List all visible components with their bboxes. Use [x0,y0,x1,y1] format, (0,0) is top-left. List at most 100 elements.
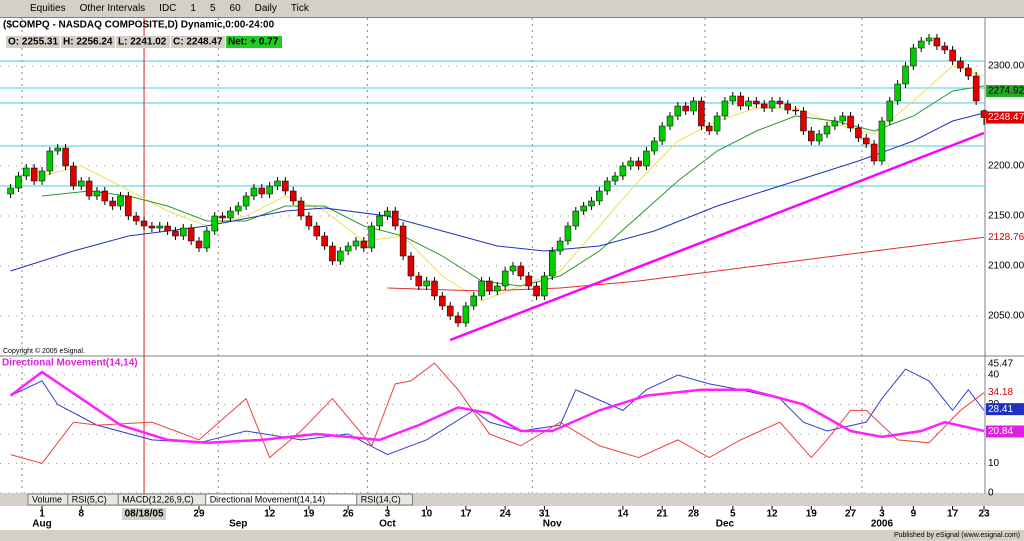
candle-body [564,225,572,242]
x-tick-label: 3 [879,509,885,520]
indicator-line [9,370,985,445]
candle-body [15,175,22,189]
candle-body [910,47,917,67]
candle-body [776,100,784,105]
candle-body [870,143,878,162]
candle-body [831,120,839,127]
y-tick-label: 2200.00 [988,161,1024,172]
candle-body [949,49,956,62]
candle-body [957,60,964,69]
x-tick-label: 28 [688,509,700,520]
candle-body [674,105,682,117]
y-tick-label: 40 [988,370,1000,381]
x-month-label: Nov [543,519,562,530]
candle-body [297,200,305,217]
chart-title: ($COMPQ - NASDAQ COMPOSITE,D) Dynamic,0:… [3,20,275,31]
candle-body [93,190,101,197]
toolbar-item[interactable]: Other Intervals [79,3,146,14]
toolbar-item[interactable]: 5 [209,3,216,14]
candle-body [839,115,846,122]
trendline [449,131,985,342]
ohlc-box [171,36,225,48]
candle-body [148,225,156,229]
tab-label: MACD(12,26,9,C) [122,494,194,504]
candle-body [894,83,901,102]
toolbar-item[interactable]: Equities [30,3,66,14]
candle-body [46,150,54,172]
candle-body [808,130,815,142]
candle-body [384,210,391,217]
ohlc-box [61,36,115,48]
candle-body [7,187,14,195]
candle-body [792,109,799,112]
candle-body [862,137,870,145]
candle-body [666,115,674,127]
value-tag-label: 2128.76 [988,232,1024,243]
candle-body [768,100,776,109]
candle-body [282,180,289,192]
candle-body [54,147,61,152]
candle-body [164,225,171,232]
candle-body [658,125,666,142]
value-tag-label: 34.18 [988,387,1013,398]
candle-body [156,225,163,229]
candle-body [344,245,352,252]
ohlc-value: L: 2241.02 [118,37,167,48]
ohlc-value: O: 2255.31 [8,37,58,48]
x-tick-label: 3 [385,509,391,520]
candle-body [101,190,109,202]
tab[interactable] [356,493,413,506]
candle-body [77,180,85,187]
candle-body [85,180,93,197]
background [0,18,1024,541]
candle-body [211,215,218,232]
x-tick-label: 19 [303,509,315,520]
candle-body [274,180,281,187]
candle-body [635,160,642,167]
candle-body [533,285,540,297]
value-tag [986,231,1024,244]
toolbar-item[interactable]: Daily [254,3,277,14]
x-tick-label: 17 [460,509,472,520]
toolbar-item[interactable]: Tick [290,3,309,14]
toolbar-item[interactable]: 60 [229,3,241,14]
candle-body [289,190,297,202]
indicator-pane: 40302010045.4734.1828.4120.84Directional… [0,358,1024,499]
x-tick-label: 26 [343,509,355,520]
y-tick-label: 2300.00 [988,61,1024,72]
candle-body [431,280,438,297]
candle-body [407,255,415,277]
candle-body [972,75,980,102]
crosshair-tag [122,508,167,520]
value-tag [986,403,1024,416]
footer-bar [0,530,1024,541]
candle-body [878,120,886,162]
candle-body [745,100,752,107]
candle-body [494,285,501,292]
candle-body [517,265,525,277]
x-tick-label: 5 [730,509,736,520]
x-tick-label: 29 [193,509,205,520]
candle-body [965,67,972,77]
candle-body [313,225,320,237]
candle-body [117,195,124,207]
toolbar-item[interactable]: IDC [159,3,177,14]
x-tick-label: 27 [845,509,857,520]
candle-body [70,165,77,187]
candle-body [486,280,493,292]
candle-body [509,265,517,272]
toolbar-item[interactable]: 1 [190,3,196,14]
candle-body [266,185,273,195]
candle-body [627,160,634,167]
candle-body [172,230,179,237]
candle-body [242,195,250,207]
candle-body [399,225,407,257]
candle-body [784,103,791,111]
candle-body [203,230,211,249]
candle-body [729,95,737,102]
candle-body [368,225,375,249]
y-tick-label: 10 [988,458,1000,469]
candle-body [847,115,854,129]
x-tick-label: 12 [766,509,778,520]
